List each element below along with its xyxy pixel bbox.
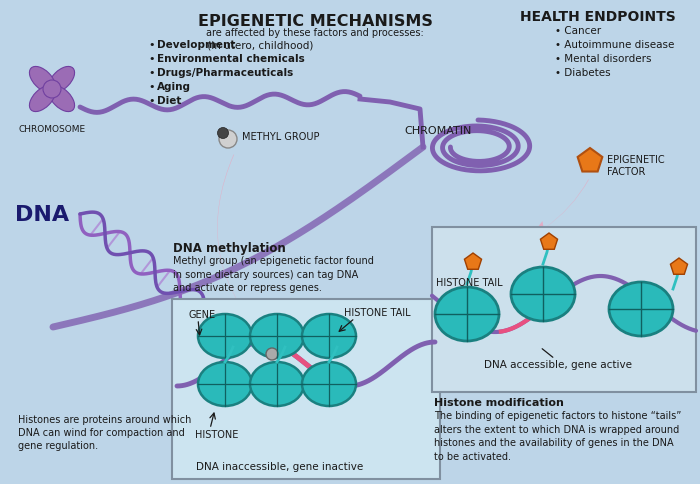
Ellipse shape <box>302 314 356 358</box>
Text: METHYL GROUP: METHYL GROUP <box>242 132 319 142</box>
Text: DNA: DNA <box>15 205 69 225</box>
Polygon shape <box>671 258 687 275</box>
Ellipse shape <box>198 314 252 358</box>
Text: •: • <box>148 54 155 64</box>
Text: CHROMATIN: CHROMATIN <box>405 126 472 136</box>
Text: Diet: Diet <box>157 96 181 106</box>
Text: HISTONE TAIL: HISTONE TAIL <box>344 307 411 318</box>
Text: The binding of epigenetic factors to histone “tails”
alters the extent to which : The binding of epigenetic factors to his… <box>434 410 681 461</box>
Text: EPIGENETIC
FACTOR: EPIGENETIC FACTOR <box>607 155 664 176</box>
Ellipse shape <box>511 268 575 321</box>
Text: HISTONE: HISTONE <box>195 429 239 439</box>
Text: • Diabetes: • Diabetes <box>555 68 610 78</box>
Text: • Autoimmune disease: • Autoimmune disease <box>555 40 674 50</box>
Ellipse shape <box>250 314 304 358</box>
Text: GENE: GENE <box>188 309 215 319</box>
Text: Drugs/Pharmaceuticals: Drugs/Pharmaceuticals <box>157 68 293 78</box>
Circle shape <box>219 131 237 149</box>
Text: DNA accessible, gene active: DNA accessible, gene active <box>484 359 632 369</box>
Polygon shape <box>578 149 603 172</box>
Ellipse shape <box>29 67 55 93</box>
Ellipse shape <box>435 287 499 341</box>
FancyBboxPatch shape <box>172 300 440 479</box>
Ellipse shape <box>250 362 304 406</box>
Polygon shape <box>464 254 482 270</box>
Ellipse shape <box>48 87 75 112</box>
Text: (in utero, childhood): (in utero, childhood) <box>204 40 314 50</box>
Text: Environmental chemicals: Environmental chemicals <box>157 54 304 64</box>
Ellipse shape <box>48 67 75 93</box>
Ellipse shape <box>198 362 252 406</box>
Text: DNA methylation: DNA methylation <box>173 242 286 255</box>
Text: •: • <box>148 40 155 50</box>
Circle shape <box>43 81 61 99</box>
Text: Histone modification: Histone modification <box>434 397 564 407</box>
Ellipse shape <box>29 87 55 112</box>
Text: Development: Development <box>157 40 235 50</box>
Text: Methyl group (an epigenetic factor found
in some dietary sources) can tag DNA
an: Methyl group (an epigenetic factor found… <box>173 256 374 293</box>
Circle shape <box>266 348 278 360</box>
Text: • Cancer: • Cancer <box>555 26 601 36</box>
Text: •: • <box>148 82 155 92</box>
FancyArrowPatch shape <box>217 155 270 342</box>
Text: DNA inaccessible, gene inactive: DNA inaccessible, gene inactive <box>197 461 363 471</box>
Text: HEALTH ENDPOINTS: HEALTH ENDPOINTS <box>520 10 676 24</box>
FancyBboxPatch shape <box>432 227 696 392</box>
Text: EPIGENETIC MECHANISMS: EPIGENETIC MECHANISMS <box>197 14 433 29</box>
FancyArrowPatch shape <box>533 180 589 236</box>
Circle shape <box>218 128 228 139</box>
Text: Histones are proteins around which
DNA can wind for compaction and
gene regulati: Histones are proteins around which DNA c… <box>18 414 191 451</box>
Text: •: • <box>148 68 155 78</box>
Text: CHROMOSOME: CHROMOSOME <box>18 125 85 134</box>
Text: Aging: Aging <box>157 82 191 92</box>
Text: HISTONE TAIL: HISTONE TAIL <box>436 277 503 287</box>
Polygon shape <box>540 233 558 250</box>
Text: • Mental disorders: • Mental disorders <box>555 54 652 64</box>
Text: are affected by these factors and processes:: are affected by these factors and proces… <box>206 28 424 38</box>
Text: •: • <box>148 96 155 106</box>
Ellipse shape <box>609 283 673 336</box>
Ellipse shape <box>302 362 356 406</box>
